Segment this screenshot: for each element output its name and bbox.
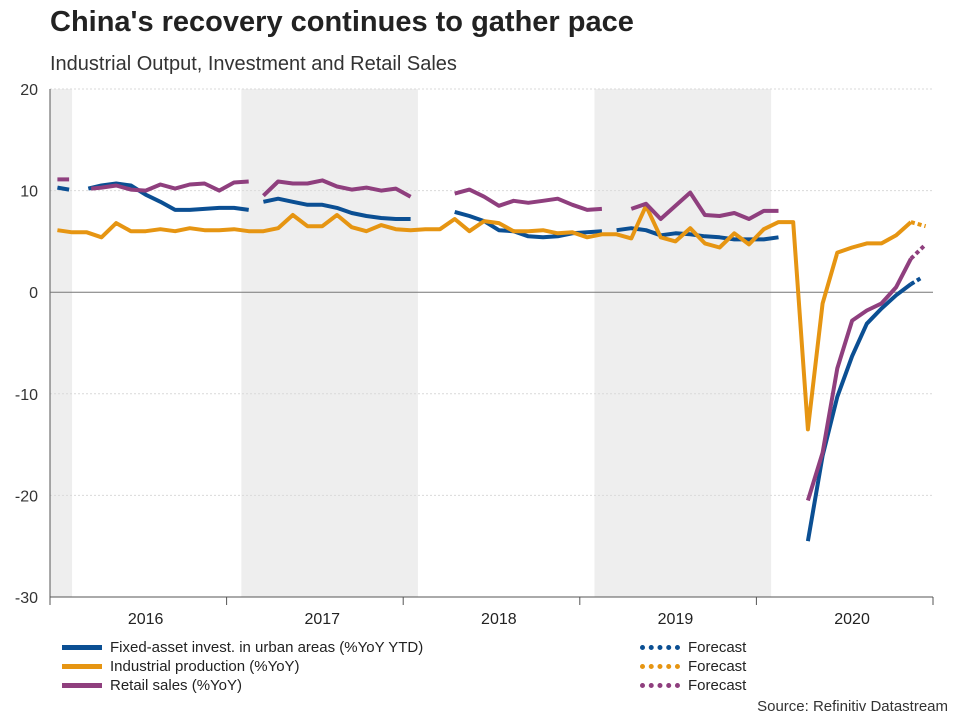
series-ip-forecast bbox=[910, 220, 927, 229]
y-tick-label: -30 bbox=[15, 590, 38, 607]
legend-ip-swatch bbox=[62, 663, 102, 669]
line-chart: 20 10 0 -10 -20 -30 2016 2017 2018 2019 2020 bbox=[15, 82, 934, 628]
y-tick-label: 0 bbox=[29, 285, 38, 302]
legend-rs-forecast-swatch bbox=[640, 682, 680, 688]
series-rs-forecast bbox=[909, 242, 927, 261]
chart-subtitle: Industrial Output, Investment and Retail… bbox=[50, 53, 457, 75]
legend-fai: Fixed-asset invest. in urban areas (%YoY… bbox=[62, 637, 423, 657]
chart-title: China's recovery continues to gather pac… bbox=[50, 6, 634, 38]
series-lines bbox=[57, 177, 927, 542]
legend-rs: Retail sales (%YoY) bbox=[62, 675, 242, 695]
legend-fai-forecast: Forecast bbox=[640, 637, 746, 657]
y-tick-label: -10 bbox=[15, 387, 38, 404]
x-tick-label-2018: 2018 bbox=[481, 611, 517, 628]
x-tick-label-2016: 2016 bbox=[128, 611, 164, 628]
legend-rs-forecast-label: Forecast bbox=[688, 676, 747, 694]
series-fai-segment-5 bbox=[805, 282, 913, 542]
shaded-band-2 bbox=[594, 89, 772, 597]
legend-ip-label: Industrial production (%YoY) bbox=[110, 657, 300, 675]
legend-rs-swatch bbox=[62, 682, 102, 688]
x-tick-label-2019: 2019 bbox=[658, 611, 694, 628]
source-note: Source: Refinitiv Datastream bbox=[757, 698, 948, 715]
legend-ip-forecast-swatch bbox=[640, 663, 680, 669]
series-rs-segment-4 bbox=[630, 190, 779, 221]
series-rs-segment-1 bbox=[91, 179, 249, 193]
legend-fai-forecast-label: Forecast bbox=[688, 638, 747, 656]
series-rs-segment-5 bbox=[805, 257, 913, 502]
legend-ip: Industrial production (%YoY) bbox=[62, 656, 300, 676]
series-ip-segment-0 bbox=[57, 203, 913, 432]
series-fai-segment-2 bbox=[262, 196, 411, 221]
axes: 20 10 0 -10 -20 -30 2016 2017 2018 2019 2020 bbox=[15, 82, 934, 628]
legend-rs-label: Retail sales (%YoY) bbox=[110, 676, 243, 694]
legend-ip-forecast: Forecast bbox=[640, 656, 746, 676]
x-tick-label-2020: 2020 bbox=[834, 611, 870, 628]
shaded-band-1 bbox=[241, 89, 418, 597]
series-rs-segment-3 bbox=[454, 187, 603, 212]
y-tick-label: -20 bbox=[15, 488, 38, 505]
series-fai-forecast bbox=[909, 275, 924, 286]
x-tick-label-2017: 2017 bbox=[304, 611, 340, 628]
legend-fai-forecast-swatch bbox=[640, 644, 680, 650]
legend-ip-forecast-label: Forecast bbox=[688, 657, 747, 675]
legend-fai-label: Fixed-asset invest. in urban areas (%YoY… bbox=[110, 638, 424, 656]
legend-fai-swatch bbox=[62, 644, 102, 650]
shaded-year-bands bbox=[50, 89, 772, 597]
legend-rs-forecast: Forecast bbox=[640, 675, 746, 695]
y-tick-label: 10 bbox=[20, 184, 38, 201]
shaded-band-0 bbox=[50, 89, 73, 597]
series-rs-segment-2 bbox=[262, 178, 412, 199]
series-fai-segment-0 bbox=[57, 185, 70, 192]
y-tick-label: 20 bbox=[20, 82, 38, 99]
